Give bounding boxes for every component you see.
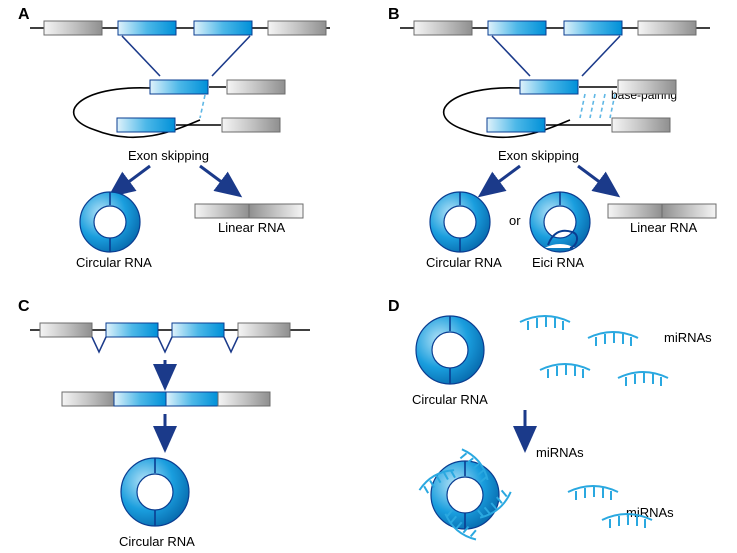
figure-canvas: A B C D Exon skipping Exon skipping base…	[0, 0, 737, 553]
eici-rna-icon	[530, 192, 590, 252]
mirna-icons	[520, 316, 668, 528]
circular-rna-c-icon	[121, 458, 189, 526]
circular-rna-a-icon	[80, 192, 140, 252]
circular-rna-d-sponge-icon	[417, 446, 514, 543]
circular-rna-d-top-icon	[416, 316, 484, 384]
figure-svg	[0, 0, 737, 553]
circular-rna-b-icon	[430, 192, 490, 252]
